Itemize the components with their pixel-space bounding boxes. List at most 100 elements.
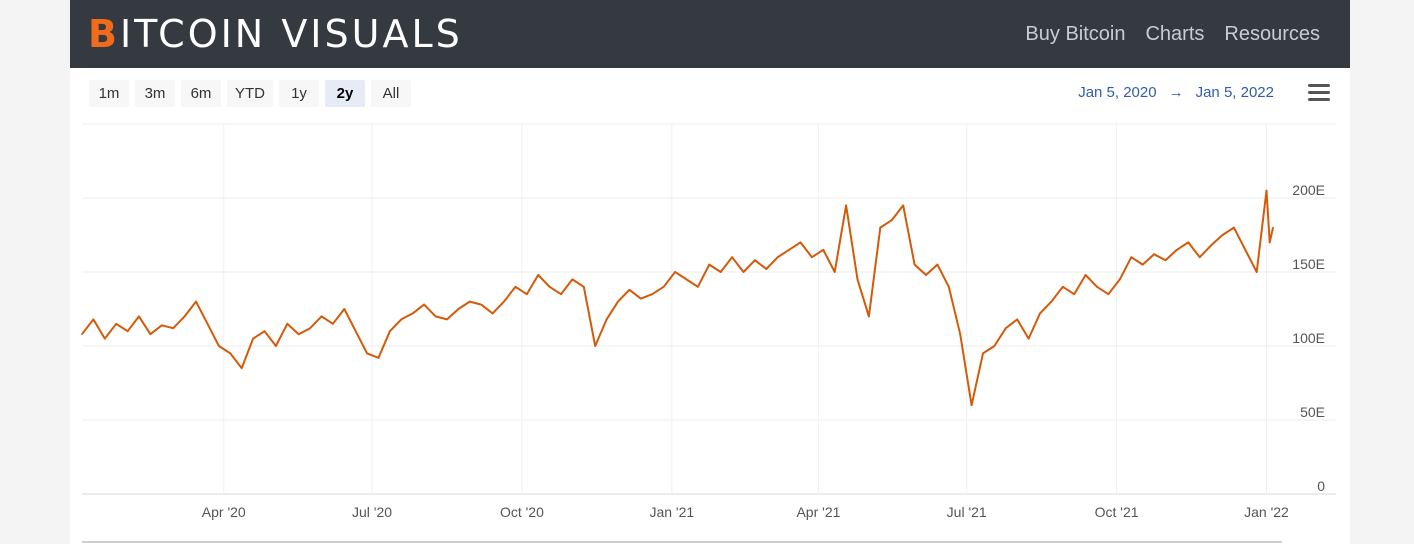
- data-point: [583, 286, 585, 288]
- nav-link-charts[interactable]: Charts: [1145, 22, 1205, 45]
- data-point: [343, 308, 346, 310]
- data-point: [537, 274, 539, 276]
- data-point: [628, 288, 631, 291]
- data-point: [697, 286, 699, 288]
- data-point: [1255, 271, 1258, 273]
- data-point: [1265, 189, 1268, 192]
- data-point: [263, 330, 266, 333]
- date-range-arrow: →: [1168, 84, 1184, 101]
- series-line: [81, 189, 1274, 407]
- data-point: [195, 300, 197, 303]
- data-point: [240, 367, 243, 370]
- data-point: [742, 271, 745, 273]
- data-point: [571, 278, 574, 281]
- data-point: [731, 256, 733, 259]
- data-point: [1130, 256, 1133, 259]
- data-point: [640, 297, 642, 300]
- x-tick-label: Apr '20: [202, 504, 246, 520]
- data-point: [1050, 300, 1053, 303]
- data-point: [1062, 286, 1064, 288]
- x-tick-label: Jan '21: [649, 504, 694, 520]
- data-point: [1107, 293, 1110, 296]
- data-point: [993, 345, 996, 347]
- data-point: [674, 271, 676, 273]
- data-point: [833, 271, 836, 273]
- nav-links: Buy Bitcoin Charts Resources: [1025, 0, 1320, 68]
- data-point: [1096, 286, 1098, 288]
- menu-bar-bottom: [1308, 98, 1330, 101]
- data-point: [811, 256, 813, 259]
- data-point: [423, 303, 425, 306]
- range-button-6m[interactable]: 6m: [181, 80, 221, 107]
- data-point: [434, 315, 437, 318]
- data-point: [936, 263, 939, 266]
- data-point: [1084, 274, 1087, 276]
- data-point: [982, 352, 984, 355]
- data-point: [389, 330, 391, 333]
- data-point: [457, 308, 460, 310]
- date-range-to[interactable]: Jan 5, 2022: [1195, 84, 1274, 101]
- navigator-divider: [82, 541, 1282, 543]
- x-tick-label: Apr '21: [796, 504, 840, 520]
- data-point: [138, 315, 140, 318]
- brand-logo[interactable]: B ITCOIN VISUALS: [88, 12, 463, 56]
- data-point: [765, 268, 768, 270]
- data-point: [1272, 226, 1274, 229]
- data-point: [1233, 226, 1235, 229]
- data-point: [856, 278, 859, 281]
- range-button-all[interactable]: All: [371, 80, 411, 107]
- data-point: [1119, 278, 1121, 281]
- data-point: [126, 330, 129, 333]
- price-chart[interactable]: 0 50E 100E 150E 200E Apr '20 Jul '20 Oct '20 Ja…: [70, 0, 1350, 544]
- y-tick-label: 150E: [1292, 256, 1325, 272]
- range-button-ytd[interactable]: YTD: [227, 80, 273, 107]
- range-button-1y[interactable]: 1y: [279, 80, 319, 107]
- data-point: [206, 323, 209, 325]
- data-point: [1027, 337, 1030, 340]
- hamburger-menu-icon[interactable]: [1308, 84, 1330, 102]
- range-button-3m[interactable]: 3m: [135, 80, 175, 107]
- data-point: [902, 204, 904, 207]
- data-point: [868, 315, 870, 318]
- x-tick-label: Jan '22: [1244, 504, 1289, 520]
- data-point: [183, 315, 186, 318]
- range-selector: 1m 3m 6m YTD 1y 2y All: [89, 80, 411, 107]
- range-button-2y[interactable]: 2y: [325, 80, 365, 107]
- data-point: [947, 286, 950, 288]
- data-point: [218, 345, 220, 347]
- page: B ITCOIN VISUALS Buy Bitcoin Charts Resou…: [70, 0, 1350, 544]
- data-point: [1073, 293, 1076, 296]
- data-point: [822, 249, 825, 251]
- nav-link-buy-bitcoin[interactable]: Buy Bitcoin: [1025, 22, 1126, 45]
- data-point: [400, 318, 403, 321]
- data-point: [1187, 241, 1190, 244]
- data-point: [480, 303, 482, 306]
- data-point: [149, 333, 152, 335]
- data-point: [708, 263, 711, 266]
- brand-logo-accent-letter: B: [88, 12, 120, 56]
- data-point: [286, 323, 289, 325]
- range-button-1m[interactable]: 1m: [89, 80, 129, 107]
- data-point: [560, 293, 562, 296]
- data-point: [514, 286, 517, 288]
- x-tick-label: Jul '20: [352, 504, 392, 520]
- x-tick-label: Oct '20: [500, 504, 544, 520]
- data-point: [309, 327, 311, 330]
- data-point: [354, 330, 357, 333]
- date-range-from[interactable]: Jan 5, 2020: [1078, 84, 1157, 101]
- data-point: [229, 352, 232, 355]
- data-point: [1210, 244, 1212, 247]
- menu-bar-middle: [1308, 91, 1330, 94]
- data-point: [788, 249, 790, 251]
- y-tick-label: 50E: [1300, 404, 1325, 420]
- data-point: [332, 323, 334, 325]
- nav-link-resources[interactable]: Resources: [1224, 22, 1320, 45]
- data-point: [1164, 259, 1167, 261]
- data-point: [525, 293, 528, 296]
- data-point: [970, 404, 973, 407]
- data-point: [776, 256, 779, 259]
- data-point: [719, 271, 722, 273]
- data-point: [548, 286, 551, 288]
- data-point: [662, 286, 665, 288]
- y-tick-label: 0: [1317, 478, 1325, 494]
